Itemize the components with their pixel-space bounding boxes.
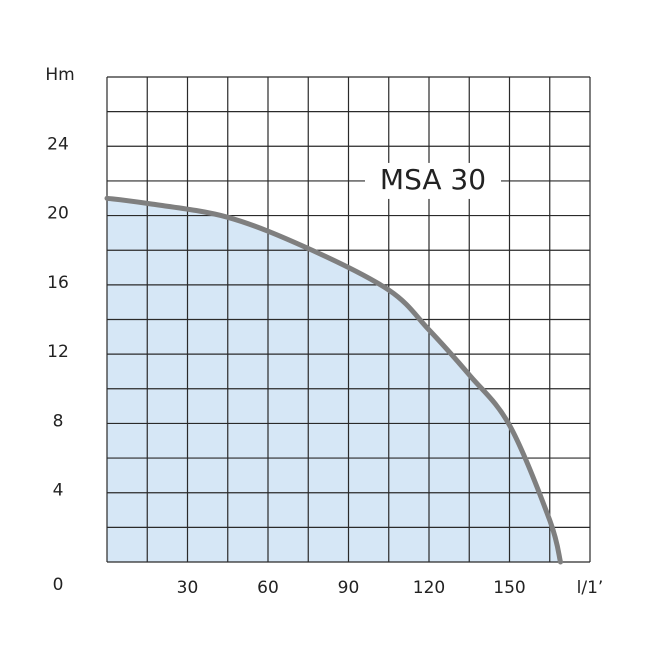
x-tick-label: 30 — [177, 578, 199, 598]
y-axis-label: Hm — [45, 65, 74, 85]
annotation-background — [365, 162, 501, 199]
annotation: MSA 30 — [380, 163, 486, 196]
x-tick-label: 150 — [493, 578, 525, 598]
x-axis-label: l/1’ — [577, 578, 604, 598]
x-tick-label: 120 — [413, 578, 445, 598]
y-tick-label: 4 — [53, 481, 64, 501]
y-tick-label: 8 — [53, 411, 64, 431]
y-tick-label: 0 — [53, 575, 64, 595]
y-tick-label: 24 — [47, 134, 69, 154]
y-tick-label: 12 — [47, 342, 69, 362]
y-tick-label: 16 — [47, 273, 69, 293]
area-fill — [107, 198, 561, 563]
x-tick-label: 90 — [338, 578, 360, 598]
y-tick-label: 20 — [47, 204, 69, 224]
x-tick-label: 60 — [257, 578, 279, 598]
curve-line — [104, 195, 563, 565]
